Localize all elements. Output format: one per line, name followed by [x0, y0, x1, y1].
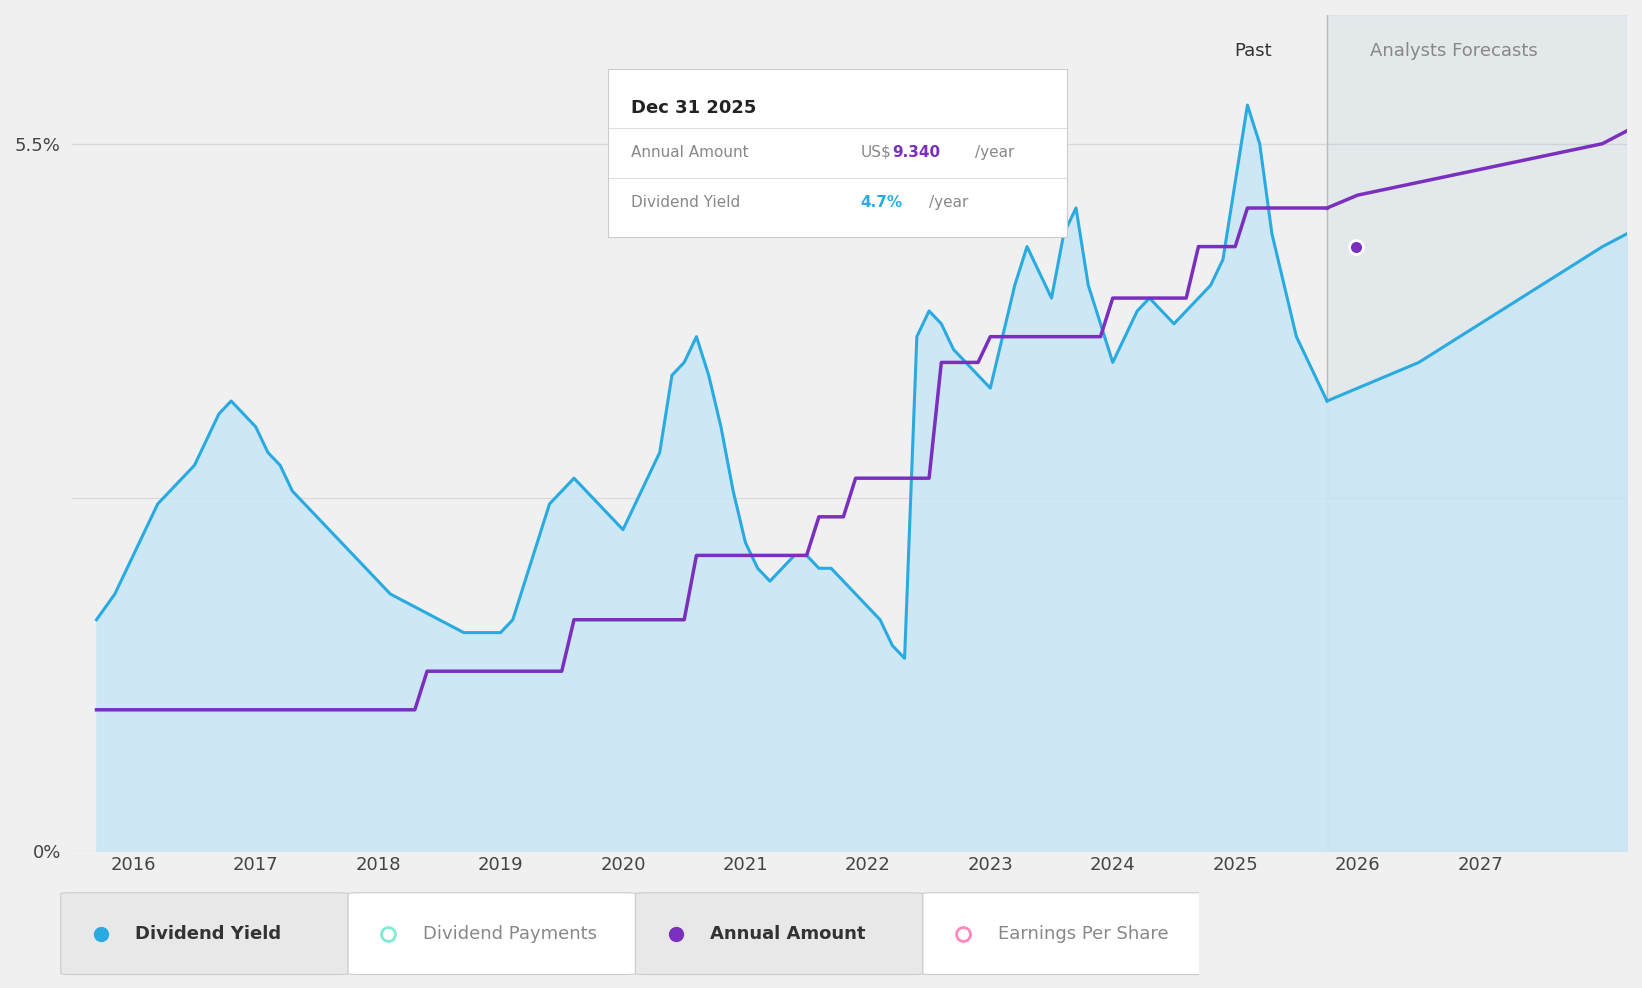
Text: 4.7%: 4.7%	[860, 196, 903, 210]
Text: US$: US$	[860, 145, 892, 160]
Text: Annual Amount: Annual Amount	[631, 145, 749, 160]
Text: Earnings Per Share: Earnings Per Share	[998, 925, 1167, 943]
FancyBboxPatch shape	[635, 893, 923, 974]
FancyBboxPatch shape	[61, 893, 348, 974]
Text: Dec 31 2025: Dec 31 2025	[631, 100, 755, 118]
Text: Dividend Yield: Dividend Yield	[631, 196, 741, 210]
Text: Past: Past	[1235, 42, 1273, 60]
Text: /year: /year	[929, 196, 969, 210]
Text: Dividend Payments: Dividend Payments	[424, 925, 596, 943]
FancyBboxPatch shape	[923, 893, 1210, 974]
Text: Annual Amount: Annual Amount	[711, 925, 865, 943]
Text: Analysts Forecasts: Analysts Forecasts	[1369, 42, 1537, 60]
Text: /year: /year	[975, 145, 1015, 160]
Text: Dividend Yield: Dividend Yield	[135, 925, 281, 943]
FancyBboxPatch shape	[348, 893, 635, 974]
Bar	[1327, 15, 1627, 852]
Text: 9.340: 9.340	[893, 145, 941, 160]
